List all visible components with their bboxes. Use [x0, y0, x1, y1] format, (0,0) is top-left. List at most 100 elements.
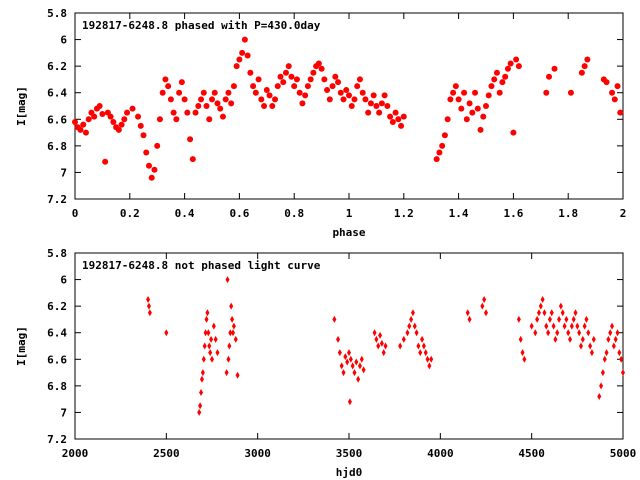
data-point — [346, 92, 352, 99]
data-point — [337, 349, 342, 357]
data-point — [339, 362, 344, 370]
data-point — [529, 322, 534, 330]
data-point — [452, 83, 459, 90]
data-point — [335, 79, 342, 86]
data-point — [77, 126, 84, 133]
x-tick-label: 2000 — [62, 447, 89, 460]
data-point — [181, 96, 188, 103]
data-point — [619, 355, 624, 363]
data-point — [441, 132, 448, 139]
data-point — [469, 109, 476, 116]
data-point — [315, 60, 322, 67]
data-point — [582, 322, 587, 330]
data-point — [357, 362, 362, 370]
data-point — [146, 302, 151, 310]
x-tick-label: 4500 — [518, 447, 545, 460]
data-point — [201, 355, 206, 363]
data-point — [504, 65, 511, 72]
data-point — [613, 335, 618, 343]
data-point — [564, 315, 569, 323]
data-point — [143, 149, 150, 156]
data-point — [547, 315, 552, 323]
phased-axis-ticks: 0 0.2 0.4 0.6 0.8 1 1.2 1.4 1.6 1.8 2 5.8 6 6.2 6.4 6.6… — [47, 7, 626, 220]
data-point — [361, 366, 366, 374]
data-point — [374, 335, 379, 343]
data-point — [195, 103, 202, 109]
data-point — [110, 118, 117, 125]
y-tick-label: 6.2 — [47, 60, 67, 73]
data-point — [614, 83, 621, 90]
data-point — [347, 349, 351, 357]
data-point — [376, 342, 381, 350]
data-point — [326, 96, 333, 103]
data-point — [621, 369, 625, 377]
data-point — [91, 113, 98, 120]
data-point — [447, 96, 454, 103]
data-point — [115, 126, 122, 133]
data-point — [578, 342, 583, 350]
data-point — [356, 76, 363, 83]
data-point — [463, 116, 470, 123]
unphased-data-points — [146, 276, 625, 416]
data-point — [359, 89, 366, 96]
data-point — [483, 103, 489, 109]
data-point — [560, 309, 565, 317]
y-tick-label: 7.2 — [47, 193, 67, 206]
data-point — [307, 76, 314, 83]
data-point — [553, 335, 558, 343]
data-point — [589, 349, 594, 357]
data-point — [480, 302, 485, 310]
data-point — [209, 335, 214, 343]
data-point — [398, 122, 405, 129]
data-point — [356, 375, 361, 383]
data-point — [602, 355, 607, 363]
data-point — [252, 89, 259, 96]
data-point — [455, 96, 462, 103]
data-point — [588, 342, 593, 350]
data-point — [370, 92, 377, 99]
data-point — [203, 329, 208, 337]
data-point — [384, 103, 391, 109]
data-point — [474, 105, 481, 112]
data-point — [263, 87, 270, 94]
data-point — [584, 315, 589, 323]
data-point — [206, 116, 213, 123]
data-point — [581, 63, 588, 70]
data-point — [288, 73, 295, 80]
data-point — [493, 69, 500, 76]
data-point — [215, 349, 220, 357]
data-point — [236, 56, 243, 63]
data-point — [336, 335, 341, 343]
phased-y-axis-label: I[mag] — [15, 86, 28, 126]
data-point — [485, 92, 492, 99]
data-point — [147, 309, 152, 317]
x-tick-label: 1.4 — [449, 207, 469, 220]
data-point — [348, 355, 353, 363]
data-point — [277, 73, 284, 80]
data-point — [211, 89, 218, 96]
data-point — [378, 100, 385, 107]
data-point — [381, 349, 386, 357]
data-point — [407, 322, 412, 330]
data-point — [535, 315, 540, 323]
data-point — [421, 342, 426, 350]
data-point — [575, 322, 580, 330]
data-point — [332, 315, 337, 323]
y-tick-label: 6 — [60, 34, 67, 47]
data-point — [146, 296, 151, 303]
data-point — [352, 369, 357, 377]
data-point — [551, 65, 558, 72]
data-point — [206, 329, 211, 337]
data-point — [578, 69, 585, 76]
data-point — [304, 83, 311, 90]
data-point — [129, 105, 136, 112]
data-point — [351, 96, 358, 103]
data-point — [608, 329, 613, 337]
data-point — [383, 342, 388, 350]
data-point — [124, 109, 131, 116]
data-point — [102, 158, 109, 165]
data-point — [586, 329, 591, 337]
data-point — [233, 63, 240, 70]
data-point — [225, 276, 230, 284]
data-point — [214, 100, 221, 107]
